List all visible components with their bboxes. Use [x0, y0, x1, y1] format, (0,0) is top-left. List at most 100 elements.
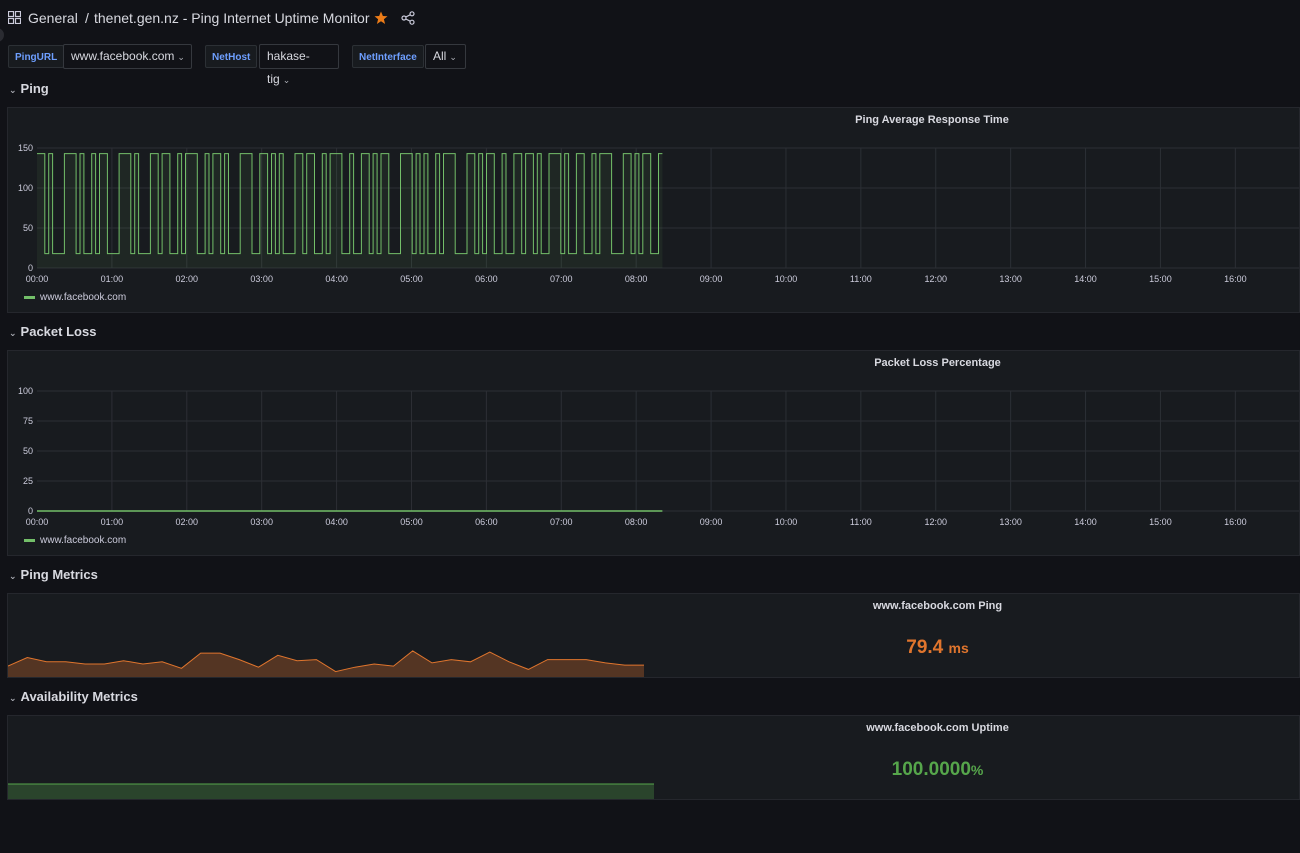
star-icon[interactable] [374, 11, 388, 25]
x-tick-label: 02:00 [176, 517, 199, 527]
stat-unit: ms [948, 640, 969, 656]
packet-loss-chart[interactable]: 0 25 50 75 100 00:00 01:00 02:00 03:00 04:00 05:00… [8, 351, 1299, 555]
x-tick-label: 07:00 [550, 274, 573, 284]
x-tick-label: 11:00 [850, 517, 872, 527]
legend-item[interactable]: www.facebook.com [24, 535, 126, 546]
x-tick-label: 01:00 [101, 517, 124, 527]
row-title: Ping Metrics [20, 567, 98, 582]
sidebar-toggle-handle[interactable] [0, 28, 4, 42]
x-tick-label: 08:00 [625, 274, 648, 284]
variable-label-nethost: NetHost [205, 45, 258, 68]
x-tick-label: 13:00 [999, 274, 1022, 284]
x-tick-label: 07:00 [550, 517, 573, 527]
x-tick-label: 16:00 [1224, 274, 1247, 284]
stat-number: 79.4 [906, 637, 944, 658]
y-tick-label: 100 [18, 386, 33, 396]
chevron-down-icon: ⌄ [449, 52, 457, 62]
x-tick-label: 13:00 [999, 517, 1022, 527]
breadcrumb-separator: / [85, 10, 89, 26]
panel-uptime-stat: www.facebook.com Uptime 100.0000% [7, 715, 1300, 800]
chevron-down-icon: ⌄ [9, 693, 17, 703]
sparkline-area [8, 784, 654, 799]
variable-select-nethost[interactable]: hakase-tig ⌄ [259, 44, 339, 86]
x-tick-label: 08:00 [625, 517, 648, 527]
legend-item[interactable]: www.facebook.com [24, 292, 126, 303]
x-tick-label: 09:00 [700, 274, 723, 284]
x-tick-label: 05:00 [400, 517, 423, 527]
variable-label-pingurl: PingURL [8, 45, 65, 68]
stat-unit: % [970, 762, 984, 778]
panel-ping-stat: www.facebook.com Ping 79.4 ms [7, 593, 1300, 678]
x-tick-label: 00:00 [26, 517, 49, 527]
y-tick-label: 25 [23, 476, 33, 486]
panel-packet-loss: Packet Loss Percentage 0 25 50 75 100 00:00 01… [7, 350, 1300, 556]
row-title: Availability Metrics [20, 689, 138, 704]
chevron-down-icon: ⌄ [282, 75, 291, 85]
breadcrumb-folder[interactable]: General [28, 10, 78, 26]
apps-grid-icon[interactable] [8, 11, 21, 24]
x-tick-label: 04:00 [325, 274, 348, 284]
stat-value-uptime: 100.0000% [8, 759, 1300, 781]
x-tick-label: 01:00 [101, 274, 124, 284]
chevron-down-icon: ⌄ [9, 85, 17, 95]
legend-label: www.facebook.com [40, 535, 127, 546]
x-tick-label: 14:00 [1074, 274, 1097, 284]
x-tick-label: 10:00 [775, 517, 798, 527]
row-ping-metrics[interactable]: ⌄ Ping Metrics [9, 567, 98, 582]
series-line [37, 153, 663, 255]
variable-value-netinterface: All [433, 49, 447, 63]
ping-response-chart[interactable]: 0 50 100 150 00:00 01:00 02:00 03:00 04:00 05:00 0… [8, 108, 1299, 312]
x-tick-label: 00:00 [26, 274, 49, 284]
x-tick-label: 12:00 [924, 274, 947, 284]
x-tick-label: 15:00 [1149, 517, 1172, 527]
row-availability-metrics[interactable]: ⌄ Availability Metrics [9, 689, 138, 704]
x-tick-label: 15:00 [1149, 274, 1172, 284]
chevron-down-icon: ⌄ [9, 328, 17, 338]
row-packet-loss[interactable]: ⌄ Packet Loss [9, 324, 96, 339]
ping-sparkline [8, 650, 644, 677]
chevron-down-icon: ⌄ [9, 571, 17, 581]
x-tick-label: 05:00 [400, 274, 423, 284]
y-tick-label: 0 [28, 263, 33, 273]
legend-swatch [24, 295, 35, 299]
x-tick-label: 03:00 [250, 274, 273, 284]
x-tick-label: 10:00 [775, 274, 798, 284]
y-tick-label: 0 [28, 506, 33, 516]
legend-label: www.facebook.com [40, 292, 127, 303]
panel-title: Packet Loss Percentage [874, 357, 1001, 369]
x-tick-label: 06:00 [475, 517, 498, 527]
dashboard-title[interactable]: thenet.gen.nz - Ping Internet Uptime Mon… [94, 10, 370, 26]
x-tick-label: 12:00 [924, 517, 947, 527]
y-tick-label: 50 [23, 446, 33, 456]
row-title: Packet Loss [20, 324, 97, 339]
chevron-down-icon: ⌄ [177, 52, 185, 62]
x-tick-label: 14:00 [1074, 517, 1097, 527]
sparkline-area [8, 650, 644, 677]
panel-title: Ping Average Response Time [855, 114, 1009, 126]
panel-ping-average: Ping Average Response Time 0 50 100 150 00:0… [7, 107, 1300, 313]
x-tick-label: 03:00 [250, 517, 273, 527]
variable-label-netinterface: NetInterface [352, 45, 424, 68]
variable-value-nethost: hakase-tig [267, 49, 310, 86]
uptime-sparkline [8, 783, 654, 799]
row-ping[interactable]: ⌄ Ping [9, 81, 49, 96]
x-tick-label: 06:00 [475, 274, 498, 284]
panel-title: www.facebook.com Uptime [866, 722, 1009, 734]
stat-number: 100.0000 [891, 759, 971, 780]
share-icon[interactable] [401, 11, 415, 25]
x-tick-label: 02:00 [176, 274, 199, 284]
sparkline-line [8, 650, 644, 673]
dashboard-header: General / thenet.gen.nz - Ping Internet … [0, 0, 1300, 38]
legend-swatch [24, 538, 35, 542]
variable-select-pingurl[interactable]: www.facebook.com ⌄ [63, 44, 192, 69]
variable-value-pingurl: www.facebook.com [71, 49, 175, 63]
x-tick-label: 09:00 [700, 517, 723, 527]
x-tick-label: 11:00 [850, 274, 872, 284]
stat-value-ping: 79.4 ms [8, 637, 1300, 659]
panel-title: www.facebook.com Ping [872, 600, 1003, 612]
variable-select-netinterface[interactable]: All ⌄ [425, 44, 466, 69]
y-tick-label: 150 [18, 143, 33, 153]
x-tick-label: 16:00 [1224, 517, 1247, 527]
y-tick-label: 100 [18, 183, 33, 193]
x-tick-label: 04:00 [325, 517, 348, 527]
